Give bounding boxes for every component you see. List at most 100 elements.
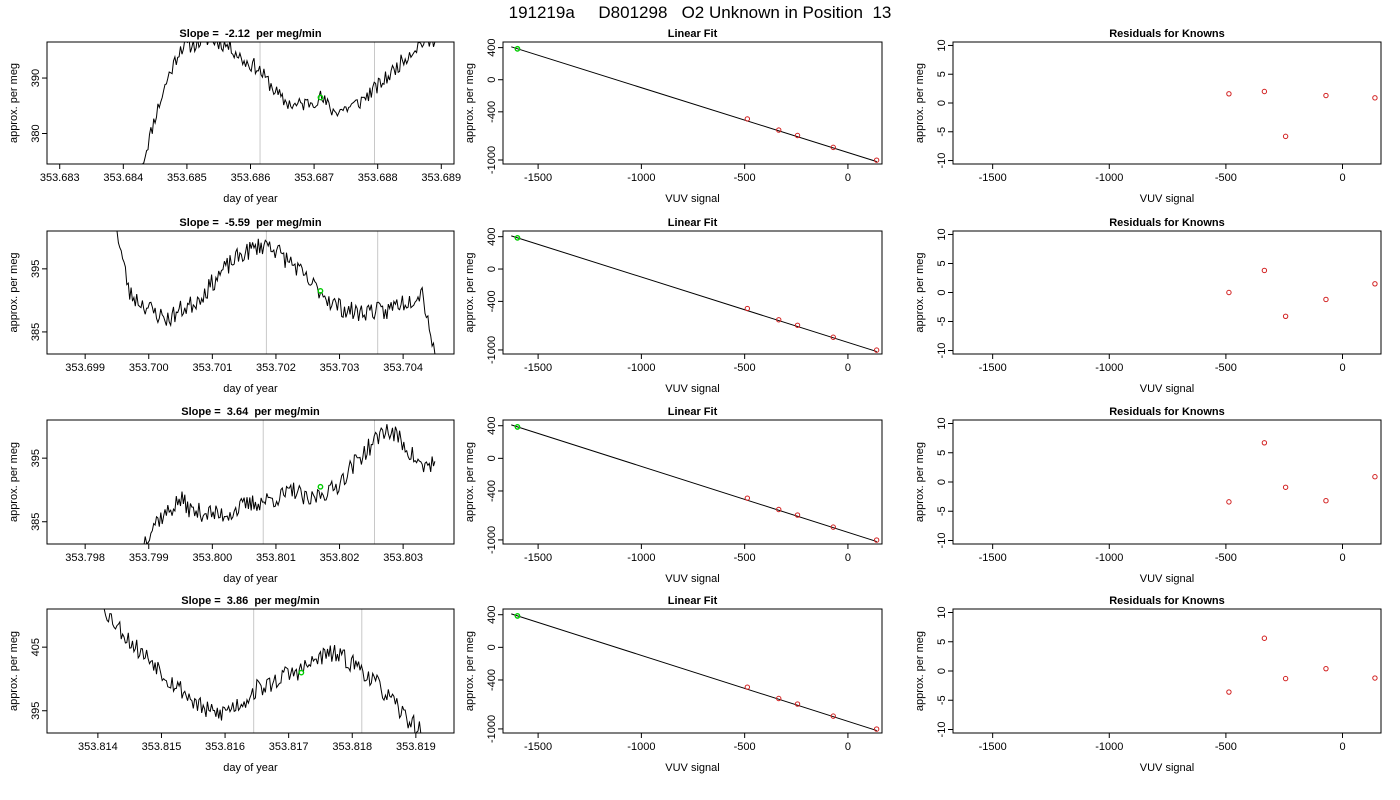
y-tick-label: 395 [30, 260, 42, 278]
plot-frame [46, 608, 455, 734]
x-tick-label: 353.802 [320, 552, 360, 564]
x-tick-label: 353.801 [256, 552, 296, 564]
known-point [1372, 281, 1378, 287]
plot-frame [46, 230, 455, 355]
known-point [1226, 91, 1232, 97]
panel-residuals-row0: Residuals for Knowns -1500 -1000 -500 0 -10 -5… [914, 28, 1382, 205]
unknown-point [317, 94, 324, 101]
x-tick-label: -1500 [979, 172, 1007, 184]
known-point [1261, 88, 1268, 95]
y-tick-label: -400 [486, 669, 498, 691]
y-axis-label: approx. per meg [914, 63, 926, 143]
chart-title: Slope = -2.12 per meg/min [179, 28, 321, 40]
panel-trace-row3: Slope = 3.86 per meg/min 353.814 353.815 35… [8, 595, 455, 774]
x-tick-label: 353.815 [142, 741, 182, 753]
plot-frame [952, 419, 1382, 545]
x-tick-label: -500 [1215, 172, 1237, 184]
known-point [776, 506, 782, 513]
y-tick-label: -400 [486, 290, 498, 312]
y-tick-label: -1000 [486, 146, 498, 174]
x-tick-label: 353.686 [231, 172, 271, 184]
x-tick-label: -1000 [1095, 362, 1123, 374]
x-tick-label: 0 [1339, 741, 1345, 753]
y-tick-label: 385 [30, 323, 42, 341]
known-point [744, 684, 751, 690]
x-axis-label: VUV signal [665, 383, 719, 395]
trace-line [142, 424, 436, 544]
known-point [794, 132, 801, 139]
x-tick-label: 353.684 [103, 172, 143, 184]
y-tick-label: 10 [936, 39, 948, 51]
plot-frame [952, 608, 1382, 734]
known-point [1261, 440, 1268, 446]
known-point [1261, 635, 1268, 641]
x-axis-label: VUV signal [1140, 762, 1194, 774]
y-axis-label: approx. per meg [914, 631, 926, 711]
x-tick-label: 353.688 [358, 172, 398, 184]
x-tick-label: 353.703 [320, 362, 360, 374]
fit-line [511, 424, 877, 543]
plot-frame [502, 230, 883, 355]
y-tick-label: 395 [30, 702, 42, 720]
known-point [794, 322, 801, 328]
x-tick-label: -1000 [627, 741, 655, 753]
x-tick-label: -500 [734, 172, 756, 184]
plot-frame [46, 41, 455, 165]
plot-frame [502, 41, 883, 165]
y-tick-label: -5 [936, 695, 948, 705]
known-point [1323, 498, 1329, 504]
plot-frame [502, 419, 883, 545]
plot-area [511, 613, 880, 732]
x-tick-label: -1500 [524, 552, 552, 564]
known-point [830, 524, 836, 530]
x-tick-label: -500 [1215, 362, 1237, 374]
page-title: 191219a D801298 O2 Unknown in Position 1… [509, 3, 892, 22]
trace-line [142, 42, 436, 164]
panel-trace-row2: Slope = 3.64 per meg/min 353.798 353.799 35… [8, 406, 455, 585]
known-point [1282, 675, 1289, 682]
x-tick-label: 353.700 [129, 362, 169, 374]
x-axis-label: VUV signal [665, 193, 719, 205]
x-tick-label: 0 [1339, 362, 1345, 374]
x-tick-label: -1500 [979, 741, 1007, 753]
known-point [830, 334, 836, 340]
x-axis-label: VUV signal [665, 762, 719, 774]
x-tick-label: 353.702 [256, 362, 296, 374]
known-point [1372, 95, 1378, 101]
x-tick-label: 0 [845, 741, 851, 753]
x-tick-label: -1500 [979, 362, 1007, 374]
y-tick-label: -5 [936, 317, 948, 327]
panel-residuals-row2: Residuals for Knowns -1500 -1000 -500 0 -10 -5… [914, 406, 1382, 585]
x-tick-label: 353.704 [383, 362, 423, 374]
x-tick-label: -1000 [627, 362, 655, 374]
known-point [776, 695, 782, 702]
y-axis-label: approx. per meg [464, 631, 476, 711]
plot-area [511, 45, 880, 163]
plot-area [1226, 440, 1378, 505]
known-point [873, 537, 880, 543]
trace-line [116, 231, 436, 354]
x-tick-label: -500 [734, 552, 756, 564]
plot-area [103, 609, 423, 733]
y-tick-label: -1000 [486, 336, 498, 364]
trace-line [103, 609, 423, 733]
x-tick-label: 353.683 [40, 172, 80, 184]
x-axis-label: VUV signal [665, 573, 719, 585]
y-tick-label: 5 [936, 450, 948, 456]
x-tick-label: 353.814 [78, 741, 118, 753]
y-tick-label: -10 [936, 533, 948, 549]
y-tick-label: 395 [30, 449, 42, 467]
y-axis-label: approx. per meg [8, 442, 20, 522]
y-axis-label: approx. per meg [8, 63, 20, 143]
y-tick-label: 0 [486, 77, 498, 83]
known-point [1226, 499, 1232, 505]
x-tick-label: 0 [1339, 552, 1345, 564]
x-tick-label: -500 [734, 362, 756, 374]
unknown-point [514, 613, 521, 619]
y-tick-label: 5 [936, 71, 948, 77]
x-axis-label: VUV signal [1140, 573, 1194, 585]
x-tick-label: -1000 [1095, 172, 1123, 184]
x-tick-label: -1500 [979, 552, 1007, 564]
panel-fit-row3: Linear Fit -1500 -1000 -500 0 400 0 -400 -1000 VU… [464, 595, 883, 774]
